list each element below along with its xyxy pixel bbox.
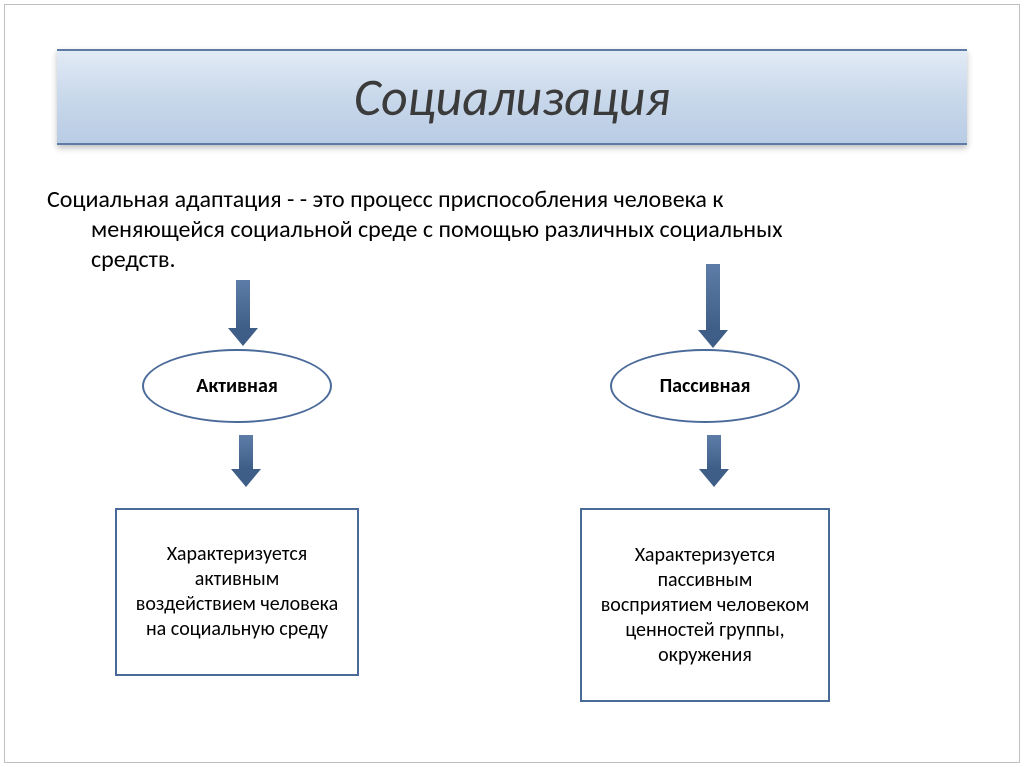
arrow-top-left	[228, 280, 258, 346]
definition-line3: средств.	[91, 245, 977, 275]
slide-frame: Социализация Социальная адаптация - - эт…	[4, 4, 1020, 763]
arrow-top-right	[698, 264, 728, 348]
ellipse-active-label: Активная	[196, 374, 278, 398]
definition-text: Социальная адаптация - - это процесс при…	[47, 185, 977, 275]
definition-line1: Социальная адаптация - - это процесс при…	[47, 185, 977, 215]
box-active-desc: Характеризуется активным воздействием че…	[115, 508, 359, 676]
ellipse-active: Активная	[142, 349, 332, 423]
box-active-text: Характеризуется активным воздействием че…	[135, 542, 339, 642]
slide-title: Социализация	[354, 65, 670, 129]
box-passive-text: Характеризуется пассивным восприятием че…	[600, 543, 810, 668]
title-bar: Социализация	[57, 49, 967, 145]
arrow-mid-right	[699, 435, 729, 487]
ellipse-passive: Пассивная	[610, 349, 800, 423]
arrow-mid-left	[231, 435, 261, 487]
box-passive-desc: Характеризуется пассивным восприятием че…	[580, 508, 830, 702]
ellipse-passive-label: Пассивная	[660, 374, 751, 398]
definition-line2: меняющейся социальной среде с помощью ра…	[91, 215, 977, 245]
